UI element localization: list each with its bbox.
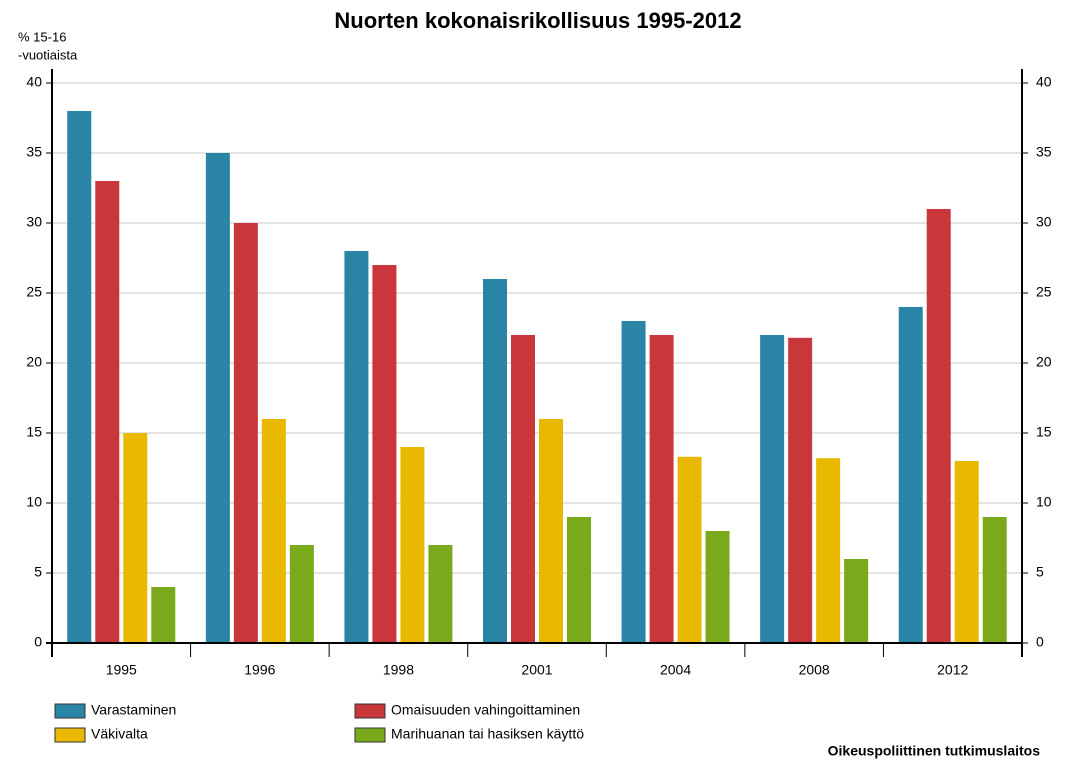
y2-tick-label: 30 [1036, 214, 1052, 230]
legend-label: Omaisuuden vahingoittaminen [391, 702, 580, 718]
y-tick-label: 20 [26, 354, 42, 370]
bar [705, 531, 730, 643]
bar [898, 307, 923, 643]
bar [344, 251, 369, 643]
y2-tick-label: 20 [1036, 354, 1052, 370]
bar [123, 433, 148, 643]
bar [649, 335, 674, 643]
bar [760, 335, 785, 643]
legend-label: Väkivalta [91, 726, 148, 742]
bar [428, 545, 453, 643]
bar [788, 337, 813, 643]
bar [844, 559, 869, 643]
legend-label: Marihuanan tai hasiksen käyttö [391, 726, 584, 742]
legend-label: Varastaminen [91, 702, 176, 718]
bar [954, 461, 979, 643]
y2-tick-label: 15 [1036, 424, 1052, 440]
y-tick-label: 30 [26, 214, 42, 230]
y-tick-label: 5 [34, 564, 42, 580]
bar [926, 209, 951, 643]
y2-tick-label: 0 [1036, 634, 1044, 650]
y2-tick-label: 5 [1036, 564, 1044, 580]
bar [67, 111, 92, 643]
bar [289, 545, 314, 643]
y-axis-label: % 15-16 [18, 29, 66, 44]
bar [621, 321, 646, 643]
bar [511, 335, 535, 643]
y-axis-label: -vuotiaista [18, 47, 78, 62]
x-tick-label: 1995 [106, 662, 137, 678]
bar [982, 517, 1007, 643]
bar [539, 419, 563, 643]
bar [677, 456, 702, 643]
y-tick-label: 25 [26, 284, 42, 300]
x-tick-label: 2012 [937, 662, 968, 678]
x-tick-label: 2001 [521, 662, 552, 678]
y2-tick-label: 35 [1036, 144, 1052, 160]
x-tick-label: 1996 [244, 662, 275, 678]
bar [233, 223, 258, 643]
bar [483, 279, 507, 643]
bar [372, 265, 397, 643]
x-tick-label: 2008 [799, 662, 830, 678]
bar [261, 419, 286, 643]
y-tick-label: 0 [34, 634, 42, 650]
y-tick-label: 35 [26, 144, 42, 160]
x-tick-label: 2004 [660, 662, 691, 678]
bar [400, 447, 425, 643]
y-tick-label: 10 [26, 494, 42, 510]
bar [567, 517, 591, 643]
legend-swatch [354, 703, 386, 719]
source: Oikeuspoliittinen tutkimuslaitos [828, 743, 1041, 759]
y2-tick-label: 40 [1036, 74, 1052, 90]
legend-swatch [54, 727, 86, 743]
y-tick-label: 15 [26, 424, 42, 440]
bar [205, 153, 230, 643]
legend-swatch [354, 727, 386, 743]
bar [816, 458, 841, 643]
y2-tick-label: 10 [1036, 494, 1052, 510]
y-tick-label: 40 [26, 74, 42, 90]
chart-title: Nuorten kokonaisrikollisuus 1995-2012 [334, 8, 741, 33]
x-tick-label: 1998 [383, 662, 414, 678]
bar [95, 181, 120, 643]
bar [151, 587, 176, 643]
y2-tick-label: 25 [1036, 284, 1052, 300]
legend-swatch [54, 703, 86, 719]
